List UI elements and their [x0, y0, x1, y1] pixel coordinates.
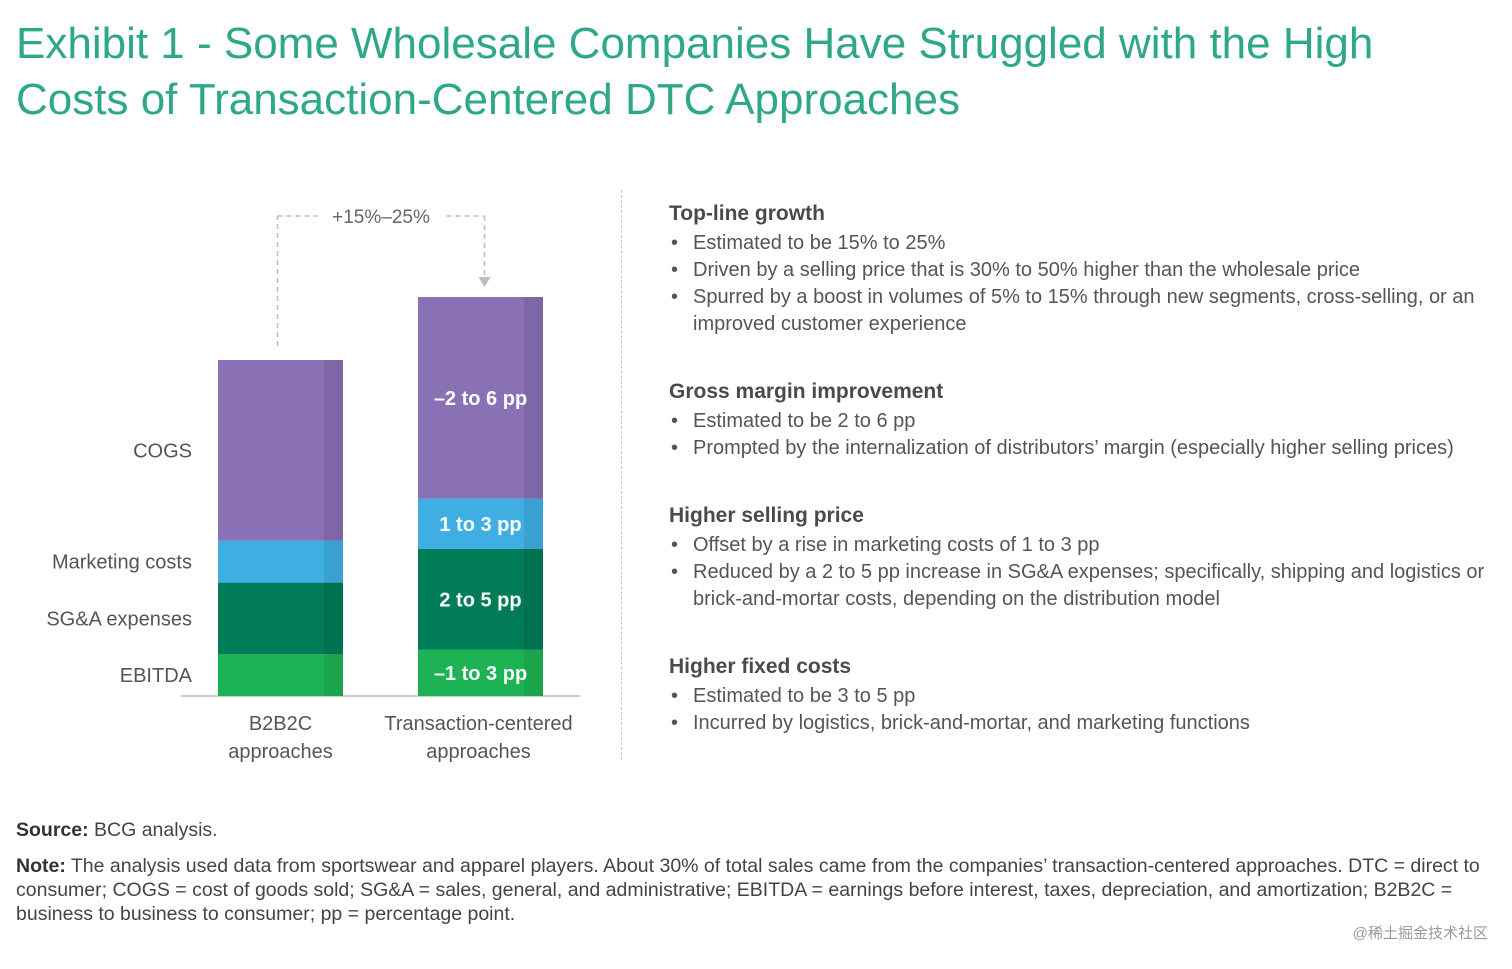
bar-shade-cogs	[324, 360, 343, 541]
segment-label-cogs: COGS	[133, 440, 192, 462]
bullet-list: Estimated to be 3 to 5 pp Incurred by lo…	[669, 683, 1499, 737]
bar-shade-ebitda	[524, 649, 543, 696]
delta-label-ebitda: –1 to 3 pp	[434, 663, 527, 685]
stacked-bar-chart: B2B2C approaches –1 to 3 pp 2 to 5 pp 1 to 3…	[46, 207, 580, 763]
bar-segment-sga	[418, 549, 543, 650]
bar-segment-ebitda	[218, 654, 343, 696]
growth-arrow-head	[478, 277, 491, 287]
bar-segment-cogs	[218, 360, 343, 541]
vertical-divider	[621, 190, 622, 760]
explanation-panel: Top-line growth Estimated to be 15% to 2…	[669, 200, 1499, 777]
delta-label-cogs: –2 to 6 pp	[434, 388, 527, 410]
bar-shade-sga	[324, 582, 343, 654]
category-label: approaches	[228, 741, 333, 763]
bullet-item: Reduced by a 2 to 5 pp increase in SG&A …	[669, 559, 1499, 613]
section-top-line-growth: Top-line growth Estimated to be 15% to 2…	[669, 200, 1499, 338]
source-label: Source:	[16, 819, 89, 841]
section-heading: Top-line growth	[669, 202, 825, 225]
delta-label-sga: 2 to 5 pp	[439, 589, 521, 611]
segment-label-sga: SG&A expenses	[46, 608, 192, 630]
bullet-list: Estimated to be 2 to 6 pp Prompted by th…	[669, 408, 1499, 462]
bullet-item: Offset by a rise in marketing costs of 1…	[669, 532, 1499, 559]
section-heading: Higher selling price	[669, 504, 864, 527]
segment-label-ebitda: EBITDA	[120, 665, 193, 687]
category-label: B2B2C	[249, 713, 312, 735]
bullet-list: Offset by a rise in marketing costs of 1…	[669, 532, 1499, 613]
bullet-item: Incurred by logistics, brick-and-mortar,…	[669, 710, 1499, 737]
bullet-item: Estimated to be 2 to 6 pp	[669, 408, 1499, 435]
bar-shade-ebitda	[324, 654, 343, 696]
note-line: Note: The analysis used data from sports…	[16, 854, 1486, 926]
bar-segment-sga	[218, 582, 343, 654]
footer: Source: BCG analysis. Note: The analysis…	[16, 818, 1486, 938]
section-gross-margin: Gross margin improvement Estimated to be…	[669, 378, 1499, 462]
bar-shade-marketing	[524, 498, 543, 549]
segment-label-marketing: Marketing costs	[52, 552, 192, 574]
bullet-item: Prompted by the internalization of distr…	[669, 435, 1499, 462]
bar-segment-marketing	[418, 498, 543, 549]
bullet-item: Estimated to be 3 to 5 pp	[669, 683, 1499, 710]
source-text: BCG analysis.	[88, 819, 218, 841]
bar-shade-sga	[524, 549, 543, 650]
bar-segment-ebitda	[418, 649, 543, 696]
bar-segment-marketing	[218, 540, 343, 583]
bullet-item: Spurred by a boost in volumes of 5% to 1…	[669, 284, 1499, 338]
bar-shade-cogs	[524, 297, 543, 499]
note-text: The analysis used data from sportswear a…	[16, 855, 1480, 925]
note-label: Note:	[16, 855, 66, 877]
section-heading: Higher fixed costs	[669, 655, 852, 678]
section-heading: Gross margin improvement	[669, 380, 944, 403]
bullet-item: Estimated to be 15% to 25%	[669, 230, 1499, 257]
section-higher-fixed-costs: Higher fixed costs Estimated to be 3 to …	[669, 653, 1499, 737]
delta-label-marketing: 1 to 3 pp	[439, 514, 521, 536]
growth-annotation: +15%–25%	[332, 207, 430, 228]
source-line: Source: BCG analysis.	[16, 818, 1486, 842]
bullet-item: Driven by a selling price that is 30% to…	[669, 257, 1499, 284]
section-higher-selling-price: Higher selling price Offset by a rise in…	[669, 502, 1499, 613]
category-label: approaches	[426, 741, 531, 763]
category-label: Transaction-centered	[384, 713, 572, 735]
exhibit-title: Exhibit 1 - Some Wholesale Companies Hav…	[16, 19, 1374, 124]
watermark: @稀土掘金技术社区	[1352, 925, 1488, 942]
bar-segment-cogs	[418, 297, 543, 499]
bar-shade-marketing	[324, 540, 343, 583]
bullet-list: Estimated to be 15% to 25% Driven by a s…	[669, 230, 1499, 338]
